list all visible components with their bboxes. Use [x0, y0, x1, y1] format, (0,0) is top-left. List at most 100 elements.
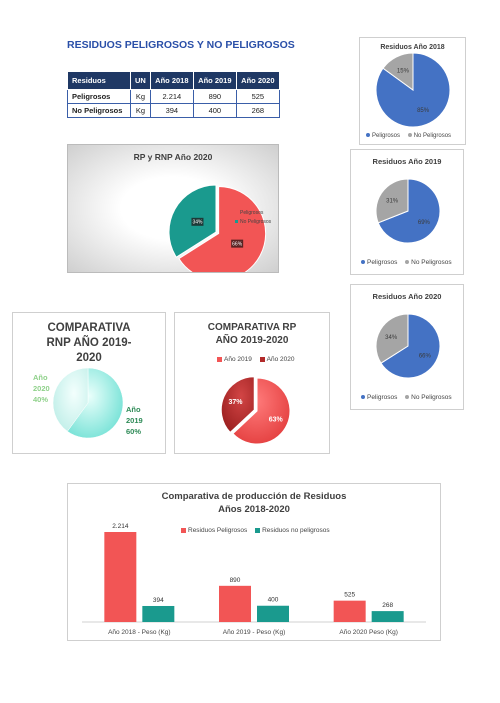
table-cell: Kg — [130, 103, 151, 118]
legend: Residuos Peligrosos Residuos no peligros… — [181, 527, 336, 534]
legend-item: Residuos no peligrosos — [255, 527, 330, 534]
legend-item: Peligrosos — [366, 133, 400, 139]
legend: Peligrosos No Peligrosos — [366, 133, 457, 139]
legend-label: Residuos Peligrosos — [188, 527, 248, 534]
data-label: 69% — [418, 220, 431, 226]
chart-title: Residuos Año 2020 — [372, 292, 442, 301]
legend-item: No Peligrosos — [405, 394, 452, 401]
table-row: No Peligrosos Kg 394 400 268 — [67, 103, 280, 118]
pie-chart: 63% 37% — [220, 376, 291, 445]
table-cell: 268 — [235, 103, 280, 118]
table-cell: Kg — [130, 89, 151, 104]
table-row: Peligrosos Kg 2.214 890 525 — [67, 89, 280, 104]
legend-item: Año 2019 — [217, 356, 252, 363]
legend-item: No Peligrosos — [235, 218, 271, 227]
legend-swatch — [255, 527, 261, 533]
data-label: Año 2020 40% — [33, 372, 63, 405]
chart-residuos-2020: Residuos Año 2020 66% 34% Peligrosos No P… — [350, 284, 464, 410]
legend-swatch — [259, 356, 265, 362]
pie-slice — [380, 313, 441, 379]
data-label-box — [191, 217, 204, 226]
legend-label: Peligrosos — [367, 394, 398, 401]
legend-swatch — [405, 260, 410, 265]
legend: Peligrosos No Peligrosos — [235, 209, 271, 227]
data-label: 37% — [228, 399, 243, 406]
table-header: Año 2020 — [235, 71, 280, 90]
bar — [371, 611, 404, 622]
table-cell: No Peligrosos — [67, 103, 131, 118]
chart-residuos-2019: Residuos Año 2019 69% 31% Peligrosos No P… — [350, 149, 464, 275]
legend-label: Año 2019 — [224, 356, 252, 363]
legend-swatch — [407, 133, 412, 138]
table-header: Residuos — [67, 71, 131, 90]
legend-swatch — [235, 211, 238, 215]
legend-item: Residuos Peligrosos — [181, 527, 247, 534]
data-label: 66% — [232, 241, 243, 247]
bar — [257, 605, 289, 622]
chart-title: COMPARATIVA RNP AÑO 2019-2020 — [13, 321, 165, 366]
legend-item: Año 2020 — [259, 356, 295, 363]
legend-label: No Peligrosos — [413, 133, 452, 139]
legend: Peligrosos No Peligrosos — [361, 394, 458, 401]
data-label: 85% — [417, 108, 430, 114]
legend-label: Año 2020 — [266, 356, 295, 363]
pie-slice — [375, 313, 409, 364]
table-cell: 890 — [192, 89, 237, 104]
chart-title: Residuos Año 2018 — [380, 44, 445, 51]
legend-item: No Peligrosos — [407, 133, 452, 139]
data-label: 63% — [269, 417, 284, 424]
pie-slice — [375, 178, 409, 224]
table-header: UN — [130, 71, 151, 90]
data-label: 31% — [386, 198, 399, 204]
data-label-box — [231, 239, 244, 248]
pie-chart: 66% 34% — [168, 184, 267, 272]
pie-chart — [52, 367, 124, 439]
bar — [333, 600, 366, 622]
chart-title-line: COMPARATIVA RP AÑO 2019-2020 — [207, 322, 297, 346]
legend-label: No Peligrosos — [411, 259, 452, 266]
legend-item: Peligrosos — [361, 259, 397, 266]
page-title: RESIDUOS PELIGROSOS Y NO PELIGROSOS — [67, 39, 295, 51]
chart-residuos-2018: Residuos Año 2018 85% 15% Peligrosos No P… — [359, 37, 466, 145]
chart-comparativa-rp: COMPARATIVA RP AÑO 2019-2020 Año 2019 Añ… — [174, 312, 330, 454]
data-label-text: Año 2019 60% — [126, 405, 143, 436]
chart-comparativa-rnp: COMPARATIVA RNP AÑO 2019-2020 Año 2020 4… — [12, 312, 166, 454]
legend-label: Peligrosos — [367, 259, 398, 266]
x-tick-label: Año 2018 - Peso (Kg) — [108, 629, 171, 636]
pie-slice — [382, 52, 414, 91]
chart-rp-rnp-2020: RP y RNP Año 2020 66% 34% Peligrosos No P… — [67, 144, 279, 273]
legend-label: Residuos no peligrosos — [262, 527, 330, 534]
legend: Año 2019 Año 2020 — [217, 356, 301, 363]
data-label: 268 — [382, 602, 393, 609]
legend-label: No Peligrosos — [240, 219, 272, 225]
legend-swatch — [217, 356, 222, 362]
x-tick-label: Año 2020 Peso (Kg) — [339, 629, 398, 636]
legend-item: Peligrosos — [361, 394, 397, 401]
bar — [104, 532, 137, 622]
data-label: Año 2019 60% — [126, 404, 156, 437]
data-label: 890 — [230, 577, 241, 584]
pie-chart: 85% 15% — [375, 52, 451, 128]
table-cell: 394 — [149, 103, 194, 118]
chart-title-line: COMPARATIVA RNP AÑO 2019-2020 — [46, 322, 132, 364]
bar — [219, 585, 251, 622]
table-cell: Peligrosos — [67, 89, 131, 104]
chart-produccion: Comparativa de producción de Residuos Añ… — [67, 483, 441, 641]
x-tick-label: Año 2019 - Peso (Kg) — [223, 629, 286, 636]
data-label: 400 — [268, 597, 279, 604]
chart-title: RP y RNP Año 2020 — [133, 152, 213, 162]
legend-swatch — [405, 395, 410, 400]
chart-subtitle: Años 2018-2020 — [218, 504, 290, 515]
legend-item: Peligrosos — [235, 209, 271, 218]
data-label: 66% — [419, 353, 432, 359]
data-label: 394 — [153, 597, 164, 604]
table-cell: 2.214 — [149, 89, 194, 104]
table-header: Año 2019 — [192, 71, 237, 90]
legend-swatch — [235, 220, 238, 224]
table-header: Año 2018 — [149, 71, 194, 90]
data-label-text: Año 2020 40% — [33, 373, 50, 404]
residuos-table: Residuos UN Año 2018 Año 2019 Año 2020 P… — [67, 71, 280, 118]
legend-label: Peligrosos — [240, 210, 264, 216]
legend-swatch — [361, 395, 365, 400]
chart-title: Residuos Año 2019 — [372, 157, 442, 166]
